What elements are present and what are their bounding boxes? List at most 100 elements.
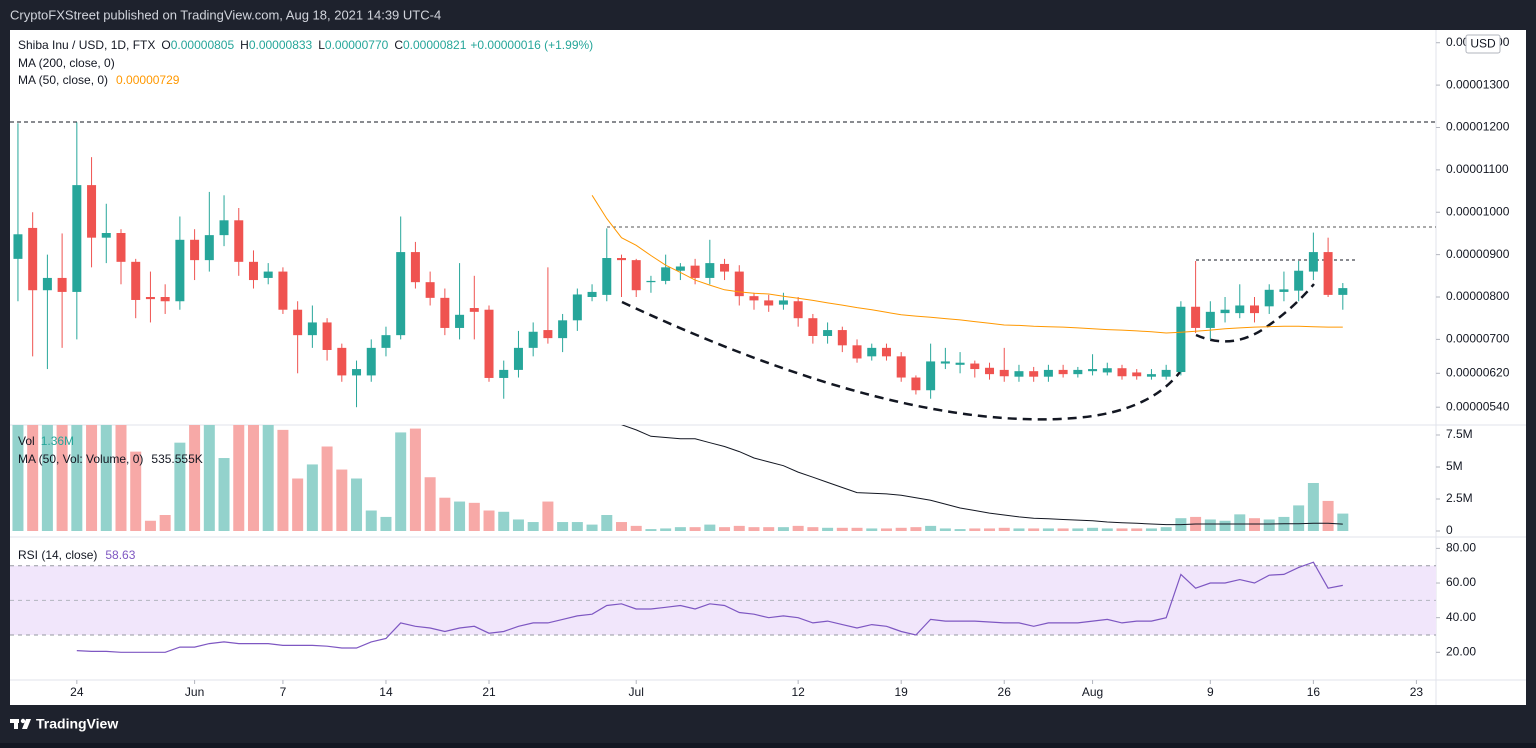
candle-body bbox=[1043, 369, 1053, 377]
candle-body bbox=[764, 300, 774, 306]
volume-bar bbox=[1204, 519, 1216, 531]
candle-body bbox=[410, 252, 420, 283]
volume-bar bbox=[424, 477, 436, 531]
y-tick-label: 5M bbox=[1446, 459, 1463, 473]
volume-bar bbox=[247, 425, 259, 531]
candle-body bbox=[1338, 288, 1348, 295]
volume-bar bbox=[1101, 528, 1113, 531]
volume-bar bbox=[1234, 514, 1246, 531]
volume-bar bbox=[71, 425, 83, 531]
candle-body bbox=[1294, 270, 1304, 291]
candle-body bbox=[1235, 305, 1245, 314]
ohlc-label: C bbox=[394, 38, 403, 52]
published-note: CryptoFXStreet published on TradingView.… bbox=[10, 7, 441, 22]
brand-name: TradingView bbox=[36, 716, 118, 732]
volume-bar bbox=[998, 527, 1010, 531]
candle-body bbox=[337, 347, 347, 376]
x-tick-label: Aug bbox=[1082, 685, 1103, 699]
volume-bar bbox=[203, 425, 215, 531]
y-tick-label: 0.00000900 bbox=[1446, 247, 1510, 261]
candle-body bbox=[440, 297, 450, 328]
candle-body bbox=[617, 258, 627, 261]
candle-body bbox=[204, 235, 214, 261]
candle-body bbox=[72, 185, 82, 292]
volume-bar bbox=[984, 528, 996, 531]
volume-bar bbox=[1248, 518, 1260, 531]
volume-bar bbox=[939, 528, 951, 531]
ohlc-value: 0.00000821 bbox=[403, 38, 467, 52]
volume-bar bbox=[454, 501, 466, 531]
volume-bar bbox=[365, 510, 377, 531]
candle-body bbox=[1323, 252, 1333, 295]
volume-bar bbox=[1293, 505, 1305, 531]
candle-body bbox=[307, 322, 317, 336]
moving-average bbox=[591, 195, 1343, 334]
candle-body bbox=[1088, 369, 1098, 372]
candle-body bbox=[234, 220, 244, 262]
symbol-title: Shiba Inu / USD, 1D, FTX bbox=[18, 38, 155, 52]
candle-body bbox=[131, 261, 141, 300]
candle-body bbox=[808, 318, 818, 336]
legend-line: RSI (14, close) 58.63 bbox=[18, 548, 136, 562]
drawings bbox=[10, 121, 1436, 421]
y-tick-label: 0.00001200 bbox=[1446, 120, 1510, 134]
volume-bar bbox=[262, 425, 274, 531]
candle-body bbox=[1176, 306, 1186, 373]
volume-bar bbox=[822, 527, 834, 531]
x-tick-label: 12 bbox=[791, 685, 805, 699]
candle-body bbox=[190, 239, 200, 261]
cup-curve bbox=[621, 300, 1185, 421]
volume-bar bbox=[395, 432, 407, 531]
candle-body bbox=[352, 369, 362, 376]
y-tick-label: 0.00000620 bbox=[1446, 365, 1510, 379]
volume-bar bbox=[1028, 528, 1040, 531]
candle-body bbox=[263, 271, 273, 278]
volume-bar bbox=[56, 425, 68, 531]
candle-body bbox=[1146, 374, 1156, 377]
candle-body bbox=[160, 297, 170, 302]
volume-bar bbox=[763, 527, 775, 531]
y-tick-label: 80.00 bbox=[1446, 541, 1476, 555]
brand-logo bbox=[10, 718, 31, 729]
candle-body bbox=[1308, 252, 1318, 272]
currency-label: USD bbox=[1470, 37, 1496, 51]
candle-body bbox=[499, 369, 509, 378]
volume-bar bbox=[277, 429, 289, 531]
volume-bar bbox=[733, 525, 745, 531]
volume-bar bbox=[1116, 528, 1128, 531]
volume-bar bbox=[1160, 527, 1172, 531]
volume-bar bbox=[954, 529, 966, 531]
volume-title: Vol bbox=[18, 434, 35, 448]
candle-body bbox=[572, 294, 582, 321]
volume-bar bbox=[233, 425, 245, 531]
handle-curve bbox=[1195, 283, 1315, 343]
volume-bar bbox=[130, 451, 142, 531]
candle-body bbox=[970, 363, 980, 370]
volume-value: 1.36M bbox=[41, 434, 74, 448]
candle-body bbox=[837, 330, 847, 346]
volume-bar bbox=[27, 425, 39, 531]
ohlc-value: 0.00000833 bbox=[249, 38, 313, 52]
ohlc-value: 0.00000770 bbox=[325, 38, 389, 52]
rsi-value: 58.63 bbox=[105, 548, 135, 562]
y-tick-label: 0 bbox=[1446, 523, 1453, 537]
volume-bar bbox=[468, 502, 480, 531]
candle-body bbox=[28, 227, 38, 291]
candle-body bbox=[484, 309, 494, 378]
candle-body bbox=[1191, 306, 1201, 328]
volume-bar bbox=[218, 458, 230, 531]
candle-body bbox=[602, 258, 612, 295]
volume-bar bbox=[189, 425, 201, 531]
volume-bar bbox=[1087, 527, 1099, 531]
rsi-title: RSI (14, close) bbox=[18, 548, 97, 562]
candle-body bbox=[396, 252, 406, 336]
y-tick-label: 7.5M bbox=[1446, 427, 1473, 441]
volume-bar bbox=[1042, 528, 1054, 531]
candle-body bbox=[116, 233, 126, 262]
volume-bar bbox=[910, 527, 922, 531]
ohlc-label: O bbox=[161, 38, 170, 52]
volume-bar bbox=[895, 527, 907, 531]
volume-bar bbox=[527, 522, 539, 531]
candle-body bbox=[455, 314, 465, 328]
